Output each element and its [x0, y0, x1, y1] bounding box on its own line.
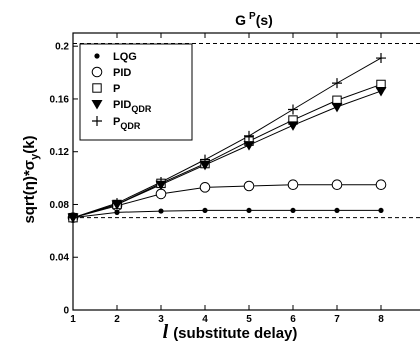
y-tick-label: 0 — [63, 306, 69, 317]
legend-label-pid-qdr-main: PID — [113, 99, 131, 111]
y-axis-label-sigma: σ — [21, 160, 38, 170]
series-line-triangle-down — [72, 90, 382, 219]
legend-markers — [91, 53, 103, 126]
point-plus — [244, 130, 254, 141]
y-axis-label-sub: y — [29, 153, 41, 160]
point-dot — [334, 207, 340, 214]
x-axis-label: l (substitute delay) — [163, 321, 298, 343]
y-axis-label-suffix: (k) — [21, 135, 38, 153]
y-tick-label: 0.04 — [50, 253, 70, 264]
x-axis-label-text: (substitute delay) — [173, 325, 297, 342]
series-line-circle — [72, 184, 381, 219]
chart-title-main: G — [235, 12, 246, 28]
legend-label-lqg: LQG — [113, 51, 137, 63]
y-tick-label: 0.12 — [50, 147, 70, 158]
x-tick-label: 4 — [202, 314, 208, 325]
point-triangle-down — [375, 87, 387, 97]
point-dot — [290, 207, 296, 214]
legend: LQG PID P PIDQDR PQDR — [79, 43, 193, 141]
point-triangle-down — [199, 160, 211, 171]
series-line-plus — [72, 57, 382, 219]
y-axis-label-eta: η — [21, 181, 38, 190]
y-axis-label: sqrt(η)*σy(k) — [21, 135, 41, 223]
point-plus — [332, 78, 342, 89]
legend-label-pid-qdr: PIDQDR — [113, 99, 152, 114]
legend-label-pid-qdr-sub: QDR — [131, 104, 152, 114]
point-circle — [155, 188, 167, 200]
point-dot — [202, 207, 208, 214]
x-tick-label: 6 — [290, 314, 296, 325]
legend-marker-triangle-down — [91, 100, 103, 110]
x-tick-label: 3 — [158, 314, 164, 325]
point-triangle-down — [243, 141, 255, 151]
legend-label-pid: PID — [113, 67, 131, 79]
y-axis-label-mid: )* — [21, 170, 38, 181]
y-tick-label: 0.16 — [50, 94, 70, 105]
y-tick-label: 0.08 — [50, 200, 70, 211]
y-axis-label-prefix: sqrt( — [21, 190, 38, 223]
point-dot — [378, 207, 384, 214]
x-tick-label: 2 — [114, 314, 120, 325]
series-markers — [67, 53, 387, 224]
legend-marker-square — [92, 83, 102, 93]
chart-title: G P(s) — [235, 11, 273, 28]
series-lines — [72, 57, 382, 219]
x-axis-label-symbol: l — [163, 321, 169, 343]
x-tick-label: 8 — [378, 314, 384, 325]
legend-marker-circle — [91, 66, 103, 78]
point-circle — [243, 180, 255, 192]
legend-label-p-qdr-sub: QDR — [120, 121, 141, 131]
point-triangle-down — [331, 102, 343, 113]
point-dot — [158, 208, 164, 214]
axis-ticks: 12345678900.040.080.120.160.2 — [50, 33, 384, 325]
legend-marker-plus — [92, 116, 102, 126]
point-triangle-down — [111, 200, 123, 210]
point-plus — [376, 53, 386, 64]
point-circle — [375, 179, 387, 190]
legend-marker-dot — [94, 53, 100, 59]
series-line-dot — [72, 209, 381, 219]
point-triangle-down — [287, 121, 299, 131]
legend-label-p-qdr-main: P — [113, 116, 120, 128]
x-tick-label: 5 — [246, 314, 252, 325]
point-plus — [288, 104, 298, 115]
point-dot — [246, 207, 252, 214]
legend-label-p-qdr: PQDR — [113, 116, 141, 131]
point-triangle-down — [155, 180, 167, 191]
chart-title-tail: (s) — [256, 12, 273, 28]
point-dot — [114, 209, 120, 215]
point-circle — [331, 179, 343, 190]
point-circle — [199, 182, 211, 193]
y-tick-label: 0.2 — [55, 42, 69, 53]
point-circle — [287, 179, 299, 190]
x-tick-label: 7 — [334, 314, 340, 325]
x-tick-label: 1 — [70, 314, 76, 325]
chart-title-sup: P — [249, 11, 256, 22]
legend-label-p: P — [113, 83, 120, 95]
